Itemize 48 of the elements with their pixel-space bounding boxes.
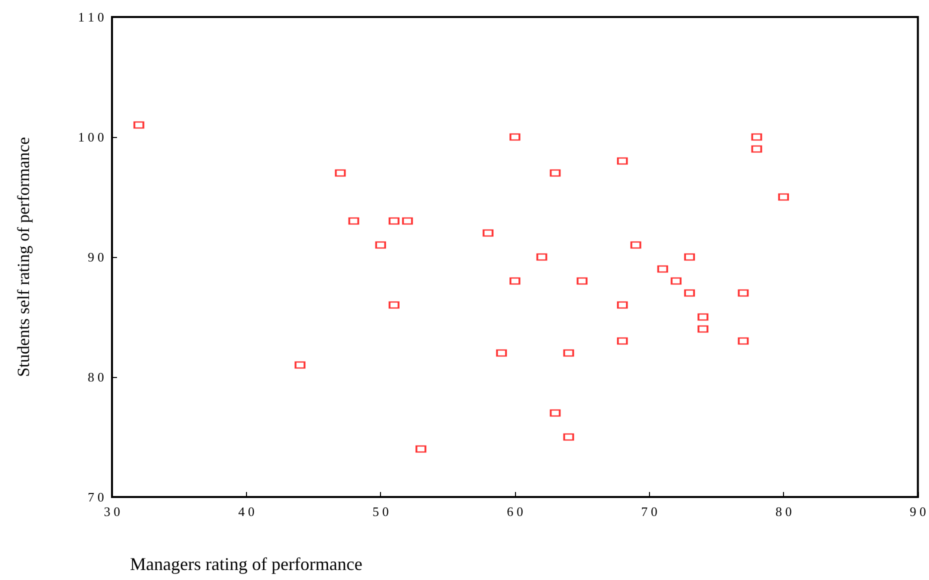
- point: [402, 217, 413, 225]
- y-tick-label: 8 0: [88, 370, 104, 384]
- point: [778, 193, 789, 201]
- y-tick-label: 1 0 0: [78, 130, 104, 144]
- x-tick-label: 8 0: [775, 504, 792, 519]
- point: [684, 253, 695, 261]
- point: [375, 241, 386, 249]
- point: [576, 277, 588, 285]
- point: [563, 433, 574, 441]
- point: [388, 301, 400, 309]
- point: [294, 361, 306, 369]
- point: [738, 337, 749, 345]
- point: [134, 121, 144, 129]
- x-tick-label: 5 0: [372, 504, 389, 519]
- x-tick-label: 3 0: [104, 504, 120, 519]
- point: [496, 349, 507, 357]
- point: [416, 445, 426, 453]
- y-tick-label: 1 1 0: [78, 10, 104, 24]
- x-tick-label: 4 0: [238, 504, 254, 519]
- point: [510, 133, 520, 141]
- point: [617, 301, 628, 309]
- x-tick-label: 7 0: [641, 504, 658, 519]
- point: [563, 349, 574, 357]
- point: [550, 169, 560, 177]
- point: [751, 133, 762, 141]
- point: [550, 409, 560, 417]
- point: [738, 289, 749, 297]
- x-tick-label: 6 0: [506, 504, 524, 519]
- point: [657, 265, 668, 273]
- point: [536, 253, 548, 261]
- point: [698, 325, 708, 333]
- point: [388, 217, 400, 225]
- point: [630, 241, 642, 249]
- point: [698, 313, 708, 321]
- point: [482, 229, 494, 237]
- point: [684, 289, 695, 297]
- point: [751, 145, 762, 153]
- point: [617, 337, 628, 345]
- y-axis-title: Students self rating of performance: [14, 137, 33, 377]
- point: [510, 277, 520, 285]
- x-tick-label: 9 0: [910, 504, 926, 519]
- point: [617, 157, 628, 165]
- point: [348, 217, 360, 225]
- y-tick-label: 9 0: [88, 250, 104, 264]
- point: [670, 277, 682, 285]
- point: [335, 169, 346, 177]
- x-axis-title: Managers rating of performance: [130, 554, 362, 574]
- y-tick-label: 7 0: [88, 490, 104, 504]
